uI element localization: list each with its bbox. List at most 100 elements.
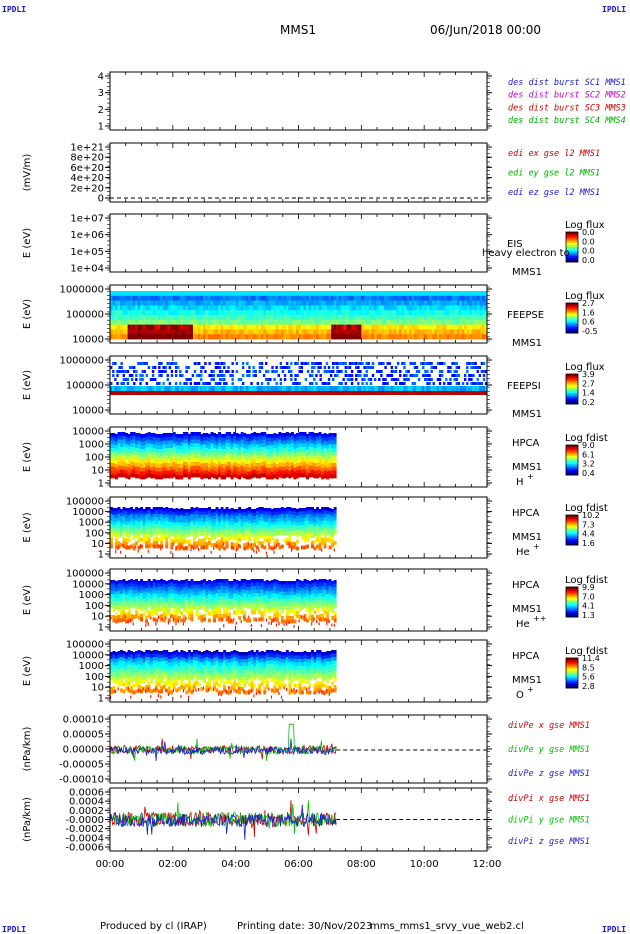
colorbar-segment	[566, 249, 578, 252]
spectrogram-cell	[263, 315, 267, 321]
spectrogram-cell	[128, 374, 132, 377]
spectrogram-cell	[243, 459, 247, 464]
spectrogram-cell	[240, 315, 244, 321]
spectrogram-cell	[275, 514, 279, 519]
spectrogram-cell	[421, 329, 425, 335]
spectrogram-cell	[424, 305, 428, 311]
spectrogram-cell	[351, 310, 355, 316]
spectrogram-cell	[218, 522, 221, 527]
spectrogram-cell	[158, 362, 161, 365]
spectrogram-cell	[301, 291, 304, 297]
spectrogram-cell	[152, 510, 156, 515]
spectrogram-cell	[290, 447, 294, 452]
spectrogram-cell	[280, 315, 284, 321]
spectrogram-cell	[386, 329, 390, 335]
spectrogram-cell	[308, 530, 312, 535]
spectrogram-cell	[338, 324, 342, 330]
spectrogram-cell	[411, 291, 415, 297]
spectrogram-cell	[218, 450, 221, 455]
spectrogram-cell	[415, 386, 419, 391]
spectrogram-cell	[417, 391, 421, 395]
spectrogram-cell	[180, 434, 184, 439]
spectrogram-cell	[142, 519, 146, 524]
spectrogram-cell	[115, 531, 118, 536]
spectrogram-cell	[451, 295, 455, 301]
spectrogram-cell	[273, 436, 277, 441]
spectrogram-cell	[142, 291, 146, 297]
spectrogram-cell	[371, 362, 375, 365]
spectrogram-cell	[323, 470, 327, 475]
spectrogram-cell	[258, 291, 262, 297]
spectrogram-cell	[331, 455, 335, 460]
spectrogram-cell	[145, 315, 149, 321]
spectrogram-cell	[208, 441, 211, 446]
spectrogram-cell	[223, 452, 227, 457]
spectrogram-cell	[230, 545, 234, 550]
spectrogram-cell	[141, 391, 144, 395]
spectrogram-cell	[212, 378, 216, 381]
spectrogram-cell	[215, 544, 219, 549]
spectrogram-cell	[145, 534, 149, 539]
spectrogram-cell	[422, 386, 425, 391]
spectrogram-cell	[315, 382, 318, 385]
spectrogram-cell	[167, 518, 171, 523]
spectrogram-cell	[432, 391, 435, 395]
spectrogram-cell	[331, 459, 335, 464]
spectrogram-cell	[469, 329, 473, 335]
spectrogram-cell	[391, 319, 395, 325]
spectrogram-cell	[200, 300, 204, 306]
spectrogram-cell	[436, 295, 440, 301]
spectrogram-cell	[306, 334, 309, 340]
spectrogram-cell	[334, 374, 337, 377]
spectrogram-cell	[343, 295, 347, 301]
spectrogram-cell	[190, 527, 194, 532]
spectrogram-cell	[110, 448, 113, 453]
spectrogram-cell	[480, 370, 484, 373]
spectrogram-cell	[210, 391, 213, 395]
spectrogram-cell	[140, 530, 144, 535]
spectrogram-cell	[235, 470, 239, 475]
spectrogram-cell	[318, 443, 322, 448]
spectrogram-cell	[256, 386, 260, 391]
spectrogram-cell	[210, 315, 214, 321]
spectrogram-cell	[179, 374, 182, 377]
spectrogram-cell	[469, 300, 473, 306]
spectrogram-cell	[170, 511, 174, 516]
spectrogram-cell	[416, 291, 420, 297]
spectrogram-cell	[461, 291, 465, 297]
spectrogram-cell	[311, 305, 314, 311]
spectrogram-cell	[263, 521, 267, 526]
spectrogram-cell	[132, 447, 136, 452]
spectrogram-cell	[245, 291, 249, 297]
spectrogram-cell	[250, 436, 254, 441]
spectrogram-cell	[248, 334, 252, 340]
spectrogram-cell	[110, 315, 113, 321]
spectrogram-cell	[381, 324, 385, 330]
spectrogram-cell	[135, 507, 139, 511]
spectrogram-speck	[180, 544, 182, 548]
spectrogram-cell	[205, 329, 209, 335]
spectrogram-cell	[223, 329, 227, 335]
spectrogram-cell	[275, 525, 279, 529]
spectrogram-cell	[240, 515, 244, 520]
spectrogram-cell	[192, 315, 196, 321]
spectrogram-cell	[162, 535, 166, 540]
spectrogram-cell	[404, 305, 407, 311]
spectrogram-cell	[182, 291, 186, 297]
spectrogram-cell	[306, 530, 309, 535]
spectrogram-cell	[218, 329, 221, 335]
spectrogram-cell	[258, 324, 262, 330]
spectrogram-cell	[406, 295, 410, 301]
spectrogram-cell	[295, 451, 299, 456]
spectrogram-cell	[110, 444, 113, 449]
spectrogram-cell	[321, 310, 325, 316]
spectrogram-cell	[167, 531, 171, 536]
spectrogram-cell	[308, 324, 312, 330]
spectrogram-cell	[147, 329, 151, 335]
spectrogram-cell	[446, 305, 450, 311]
spectrogram-cell	[210, 370, 213, 373]
spectrogram-cell	[200, 437, 204, 442]
spectrogram-cell	[378, 295, 382, 301]
spectrogram-cell	[263, 305, 267, 311]
